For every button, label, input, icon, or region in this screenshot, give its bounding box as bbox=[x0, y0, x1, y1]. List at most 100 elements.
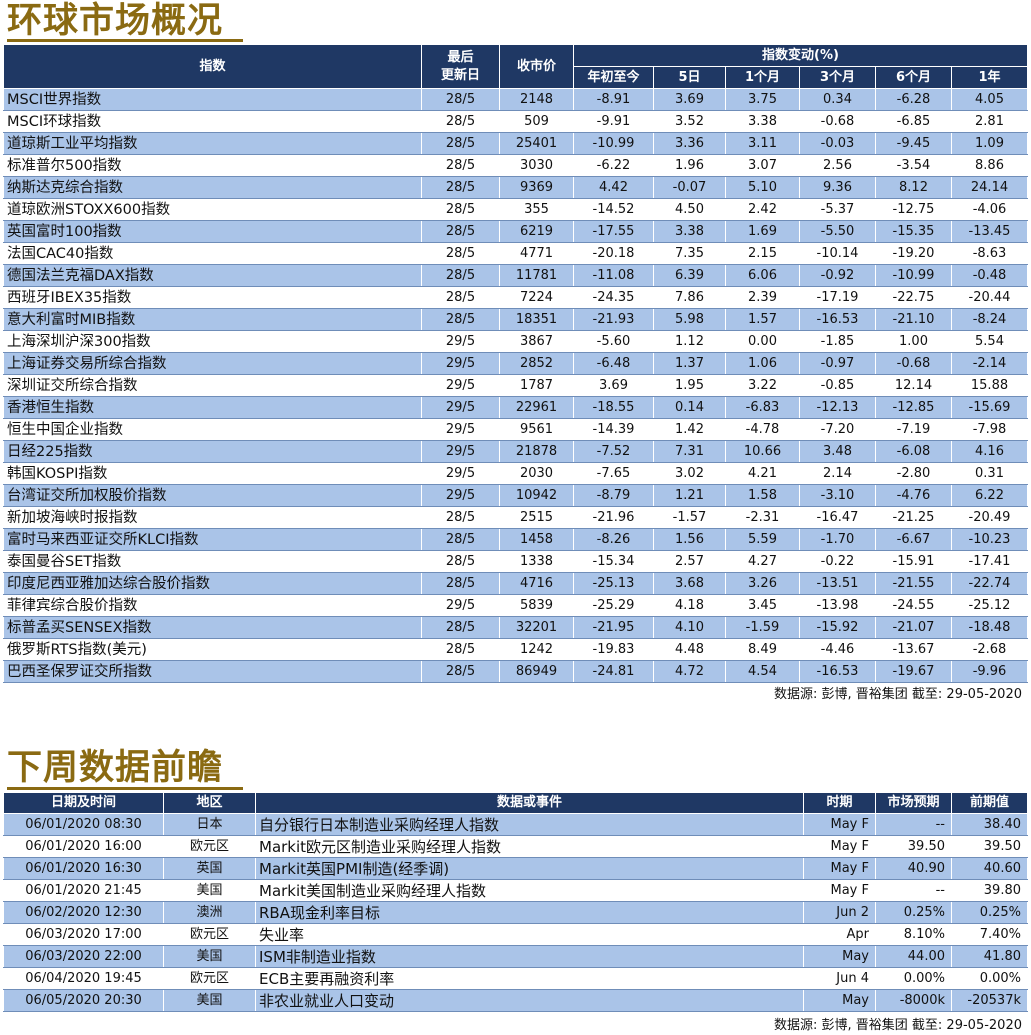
datetime-cell: 06/01/2020 21:45 bbox=[3, 879, 164, 902]
table-row: 巴西圣保罗证交所指数 28/5 86949 -24.81 4.72 4.54 -16.53-… bbox=[3, 660, 1029, 683]
event-cell: Markit欧元区制造业采购经理人指数 bbox=[255, 835, 804, 858]
table-row: 英国富时100指数 28/5 6219 -17.55 3.38 1.69 -5.50 -15.… bbox=[3, 220, 1029, 243]
change-1y-cell: -4.06 bbox=[950, 198, 1029, 221]
index-name-cell: 香港恒生指数 bbox=[3, 396, 422, 419]
change-1y-cell: 6.22 bbox=[950, 484, 1029, 507]
forecast-cell: 39.50 bbox=[875, 835, 952, 858]
close-cell: 1338 bbox=[499, 550, 574, 573]
close-cell: 9561 bbox=[499, 418, 574, 441]
ytd-cell: -15.34 bbox=[573, 550, 654, 573]
market-table-body: MSCI世界指数 28/5 2148 -8.91 3.69 3.75 0.34 -6.28 4.… bbox=[3, 88, 1029, 683]
change-3m-cell: -10.14 bbox=[799, 242, 876, 265]
col-header-last-update: 最后 更新日 bbox=[421, 44, 500, 89]
forecast-cell: -- bbox=[875, 879, 952, 902]
change-1m-cell: 3.11 bbox=[725, 132, 800, 155]
table-row: 菲律宾综合股价指数 29/5 5839 -25.29 4.18 3.45 -13.98 -24… bbox=[3, 594, 1029, 617]
forecast-cell: 44.00 bbox=[875, 945, 952, 968]
change-3m-cell: -17.19 bbox=[799, 286, 876, 309]
ytd-cell: -24.35 bbox=[573, 286, 654, 309]
ytd-cell: -8.79 bbox=[573, 484, 654, 507]
period-cell: Apr bbox=[803, 923, 876, 946]
index-name-cell: 菲律宾综合股价指数 bbox=[3, 594, 422, 617]
last-update-cell: 28/5 bbox=[421, 572, 500, 595]
event-cell: 自分银行日本制造业采购经理人指数 bbox=[255, 813, 804, 836]
market-data-source: 数据源: 彭博, 晋裕集团 截至: 29-05-2020 bbox=[774, 687, 1022, 702]
change-1y-cell: -20.49 bbox=[950, 506, 1029, 529]
change-5d-cell: 0.14 bbox=[653, 396, 726, 419]
change-5d-cell: 1.56 bbox=[653, 528, 726, 551]
col-header-forecast: 市场预期 bbox=[875, 792, 952, 814]
change-1m-cell: -1.59 bbox=[725, 616, 800, 639]
change-3m-cell: 9.36 bbox=[799, 176, 876, 199]
change-5d-cell: -1.57 bbox=[653, 506, 726, 529]
last-update-cell: 29/5 bbox=[421, 440, 500, 463]
change-5d-cell: 2.57 bbox=[653, 550, 726, 573]
col-header-3m: 3个月 bbox=[799, 66, 876, 89]
ytd-cell: -17.55 bbox=[573, 220, 654, 243]
change-3m-cell: -4.46 bbox=[799, 638, 876, 661]
region-cell: 澳洲 bbox=[163, 901, 256, 924]
forecast-cell: -8000k bbox=[875, 989, 952, 1012]
change-1y-cell: -0.48 bbox=[950, 264, 1029, 287]
change-5d-cell: -0.07 bbox=[653, 176, 726, 199]
change-3m-cell: -15.92 bbox=[799, 616, 876, 639]
col-header-previous: 前期值 bbox=[951, 792, 1028, 814]
change-3m-cell: -7.20 bbox=[799, 418, 876, 441]
change-6m-cell: -13.67 bbox=[875, 638, 952, 661]
table-row: 台湾证交所加权股价指数 29/5 10942 -8.79 1.21 1.58 -3.10 -4… bbox=[3, 484, 1029, 507]
last-update-cell: 28/5 bbox=[421, 176, 500, 199]
last-update-cell: 28/5 bbox=[421, 528, 500, 551]
table-row: 德国法兰克福DAX指数 28/5 11781 -11.08 6.39 6.06 -0.92-… bbox=[3, 264, 1029, 287]
col-header-period: 时期 bbox=[803, 792, 876, 814]
event-cell: ECB主要再融资利率 bbox=[255, 967, 804, 990]
close-cell: 2852 bbox=[499, 352, 574, 375]
close-cell: 86949 bbox=[499, 660, 574, 683]
close-cell: 25401 bbox=[499, 132, 574, 155]
table-row: MSCI世界指数 28/5 2148 -8.91 3.69 3.75 0.34 -6.28 4.… bbox=[3, 88, 1029, 111]
change-5d-cell: 6.39 bbox=[653, 264, 726, 287]
col-header-last-update-line2: 更新日 bbox=[440, 67, 480, 83]
index-name-cell: 纳斯达克综合指数 bbox=[3, 176, 422, 199]
change-3m-cell: -0.03 bbox=[799, 132, 876, 155]
last-update-cell: 29/5 bbox=[421, 352, 500, 375]
col-header-close: 收市价 bbox=[499, 44, 574, 89]
ytd-cell: -14.39 bbox=[573, 418, 654, 441]
change-3m-cell: 2.56 bbox=[799, 154, 876, 177]
close-cell: 18351 bbox=[499, 308, 574, 331]
period-cell: May bbox=[803, 989, 876, 1012]
close-cell: 32201 bbox=[499, 616, 574, 639]
last-update-cell: 28/5 bbox=[421, 198, 500, 221]
region-cell: 美国 bbox=[163, 945, 256, 968]
previous-cell: 7.40% bbox=[951, 923, 1028, 946]
index-name-cell: 台湾证交所加权股价指数 bbox=[3, 484, 422, 507]
event-cell: Markit美国制造业采购经理人指数 bbox=[255, 879, 804, 902]
change-1m-cell: 3.07 bbox=[725, 154, 800, 177]
change-6m-cell: -12.85 bbox=[875, 396, 952, 419]
change-1y-cell: -13.45 bbox=[950, 220, 1029, 243]
table-row: 标普孟买SENSEX指数 28/5 32201 -21.95 4.10 -1.59 -15.… bbox=[3, 616, 1029, 639]
ytd-cell: -19.83 bbox=[573, 638, 654, 661]
change-6m-cell: -22.75 bbox=[875, 286, 952, 309]
datetime-cell: 06/02/2020 12:30 bbox=[3, 901, 164, 924]
change-1m-cell: 1.69 bbox=[725, 220, 800, 243]
close-cell: 1787 bbox=[499, 374, 574, 397]
change-1m-cell: 2.15 bbox=[725, 242, 800, 265]
ytd-cell: -8.26 bbox=[573, 528, 654, 551]
previous-cell: 39.80 bbox=[951, 879, 1028, 902]
col-header-1y: 1年 bbox=[950, 66, 1029, 89]
index-name-cell: 俄罗斯RTS指数(美元) bbox=[3, 638, 422, 661]
last-update-cell: 29/5 bbox=[421, 462, 500, 485]
forecast-cell: 8.10% bbox=[875, 923, 952, 946]
last-update-cell: 28/5 bbox=[421, 616, 500, 639]
change-1y-cell: -2.14 bbox=[950, 352, 1029, 375]
change-3m-cell: -16.53 bbox=[799, 660, 876, 683]
period-cell: May F bbox=[803, 857, 876, 880]
last-update-cell: 28/5 bbox=[421, 154, 500, 177]
close-cell: 2030 bbox=[499, 462, 574, 485]
last-update-cell: 28/5 bbox=[421, 550, 500, 573]
change-1y-cell: 8.86 bbox=[950, 154, 1029, 177]
index-name-cell: 恒生中国企业指数 bbox=[3, 418, 422, 441]
change-6m-cell: -21.25 bbox=[875, 506, 952, 529]
event-cell: 失业率 bbox=[255, 923, 804, 946]
change-6m-cell: -12.75 bbox=[875, 198, 952, 221]
